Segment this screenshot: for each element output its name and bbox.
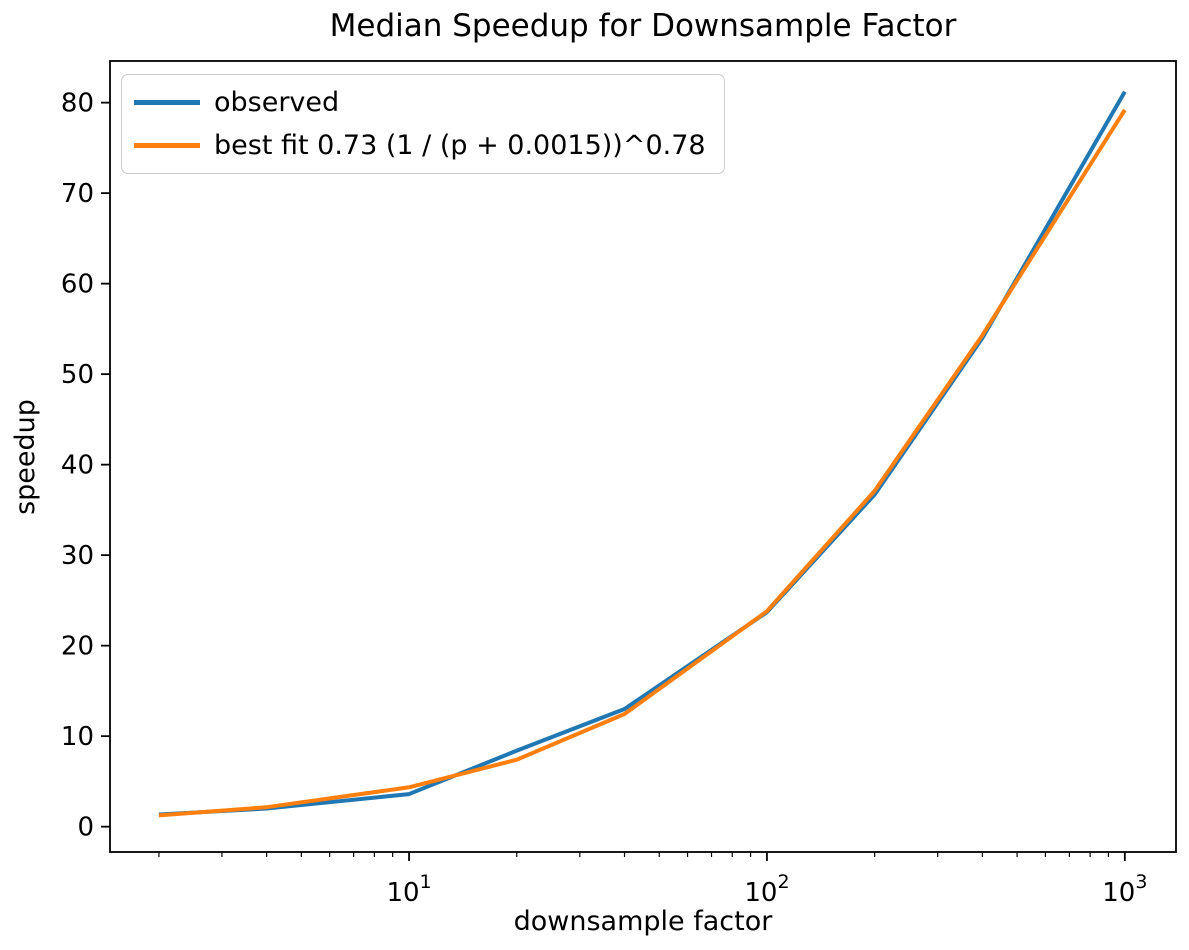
y-tick-label: 20	[61, 632, 94, 662]
y-tick-label: 10	[61, 722, 94, 752]
observed-line	[158, 90, 1127, 817]
best-fit-line-swatch	[134, 143, 200, 148]
legend-item-observed: observed	[134, 83, 706, 122]
best-fit-line	[158, 108, 1127, 818]
y-tick-label: 0	[77, 813, 94, 843]
y-tick-label: 30	[61, 541, 94, 571]
y-tick-label: 80	[61, 89, 94, 119]
x-axis-title: downsample factor	[513, 906, 773, 937]
chart-title: Median Speedup for Downsample Factor	[329, 8, 957, 44]
plot-spines	[109, 60, 1177, 853]
y-tick-label: 40	[61, 451, 94, 481]
x-tick-label: 103	[1102, 871, 1147, 908]
legend-item-best-fit: best fit 0.73 (1 / (p + 0.0015))^0.78	[134, 126, 706, 165]
legend-label-best-fit: best fit 0.73 (1 / (p + 0.0015))^0.78	[214, 130, 706, 161]
x-tick-label: 101	[386, 871, 431, 908]
y-tick-label: 60	[61, 270, 94, 300]
legend-label-observed: observed	[214, 87, 340, 118]
series-layer	[158, 90, 1127, 818]
observed-line-swatch	[134, 100, 200, 105]
y-axis-title: speedup	[10, 399, 41, 515]
y-tick-label: 50	[61, 360, 94, 390]
x-tick-label: 102	[744, 871, 789, 908]
legend: observed best fit 0.73 (1 / (p + 0.0015)…	[121, 74, 725, 174]
axes: 0 10 20 30 40 50 60 70 80 101 102 103	[61, 60, 1177, 908]
y-tick-label: 70	[61, 179, 94, 209]
